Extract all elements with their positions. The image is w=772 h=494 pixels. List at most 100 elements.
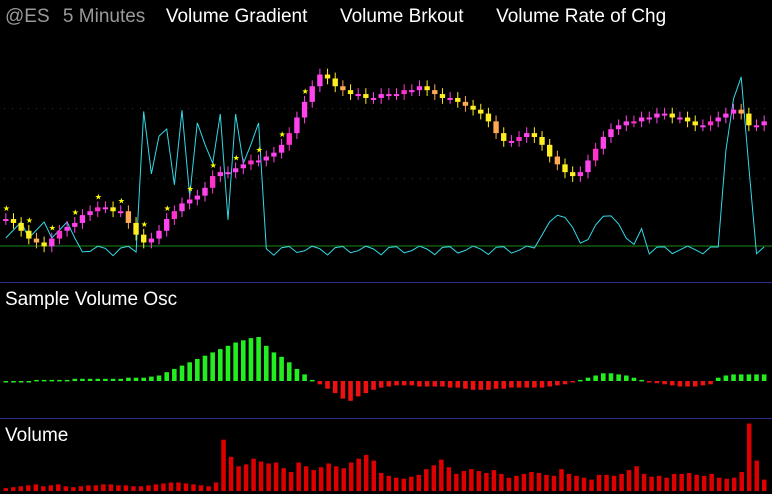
oscillator-chart[interactable] [0,283,772,418]
candle-body [531,133,538,138]
volume-bar [48,485,54,491]
grid-dot [436,178,437,179]
grid-dot [12,178,13,179]
osc-bar [256,337,261,381]
grid-dot [44,108,45,109]
grid-dot [148,178,149,179]
candle-body [202,187,208,196]
candle-body [508,140,515,143]
grid-dot [652,108,653,109]
osc-bar [623,375,629,381]
candle-body [615,125,622,130]
osc-bar [731,374,736,381]
grid-dot [372,178,373,179]
indicator-volume-roc[interactable]: Volume Rate of Chg [496,6,667,27]
grid-dot [628,108,629,109]
oscillator-pane[interactable]: Sample Volume Osc [0,283,772,418]
grid-dot [652,178,653,179]
indicator-volume-gradient[interactable]: Volume Gradient [165,6,308,27]
osc-bar [463,381,468,389]
volume-bar [484,472,489,491]
osc-bar [646,381,652,383]
osc-bar [715,377,721,381]
breakout-marker: ★ [187,185,194,194]
osc-bar [478,381,484,390]
candle-body [569,172,576,177]
grid-dot [476,178,477,179]
candle-body [271,152,277,157]
grid-dot [676,178,677,179]
candle-body [110,207,116,212]
interval-label: 5 Minutes [62,6,146,27]
grid-dot [628,178,629,179]
grid-dot [492,178,493,179]
grid-dot [204,108,205,109]
grid-dot [116,108,117,109]
volume-bar [424,469,429,491]
osc-bar [317,381,323,385]
candle-body [370,97,377,100]
volume-bar [401,478,407,491]
volume-bar [694,474,699,491]
volume-bar [3,488,9,491]
candle-body [232,168,239,173]
candle-body [148,238,155,243]
volume-bar [63,486,69,491]
candle-body [79,215,86,223]
grid-dot [500,178,501,179]
candle-body [753,125,760,128]
osc-bar [340,381,346,399]
grid-dot [660,108,661,109]
volume-bar [108,484,114,491]
pane-divider[interactable] [0,418,772,419]
osc-bar [532,381,537,388]
candle-body [661,113,668,116]
price-pane[interactable]: ★ ★ ★ ★ ★ ★ ★ ★ ★ ★ ★ ★ ★ ★ @ES 5 Minutes Volume Grad… [0,0,772,282]
grid-dot [620,108,621,109]
candle-body [102,207,109,210]
volume-bar [311,470,316,491]
volume-bar [589,479,594,491]
volume-bar [303,466,309,491]
grid-dot [156,108,157,109]
grid-dot [60,178,61,179]
candle-body [156,230,162,239]
volume-bar [183,483,189,491]
volume-bar [236,466,241,491]
candle-body [378,94,384,98]
grid-dot [548,178,549,179]
grid-dot [740,178,741,179]
candle-body [623,121,629,126]
candle-body [646,117,652,120]
osc-bar [562,381,568,385]
grid-dot [460,178,461,179]
indicator-volume-brkout[interactable]: Volume Brkout [339,6,464,27]
price-chart[interactable]: ★ ★ ★ ★ ★ ★ ★ ★ ★ ★ ★ ★ ★ ★ [0,0,772,282]
grid-dot [276,178,277,179]
grid-dot [204,178,205,179]
candle-body [33,238,40,243]
grid-dot [708,108,709,109]
volume-bar [146,485,151,491]
pane-divider[interactable] [0,282,772,283]
osc-bar [309,379,315,382]
grid-dot [540,108,541,109]
grid-dot [124,108,125,109]
osc-bar [41,379,47,382]
osc-bar [432,381,438,387]
candle-body [72,222,78,227]
grid-dot [284,108,285,109]
volume-pane[interactable]: Volume [0,419,772,494]
osc-bar [141,377,147,381]
candle-body [95,207,101,212]
volume-bar [461,471,467,491]
volume-chart[interactable] [0,419,772,494]
volume-bar [446,467,452,491]
osc-bar [355,381,361,397]
grid-dot [516,108,517,109]
breakout-marker: ★ [164,204,171,213]
candle-body [209,176,216,188]
osc-bar [371,381,376,390]
volume-bar [11,487,16,491]
grid-dot [276,108,277,109]
